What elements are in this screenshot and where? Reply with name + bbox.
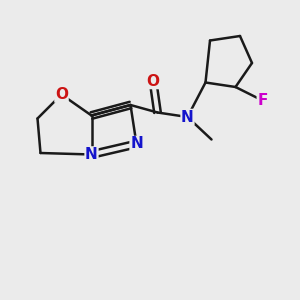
Text: O: O — [146, 74, 160, 88]
Text: O: O — [55, 87, 68, 102]
Text: N: N — [85, 147, 98, 162]
Text: F: F — [257, 93, 268, 108]
Text: N: N — [130, 136, 143, 152]
Text: N: N — [181, 110, 194, 124]
